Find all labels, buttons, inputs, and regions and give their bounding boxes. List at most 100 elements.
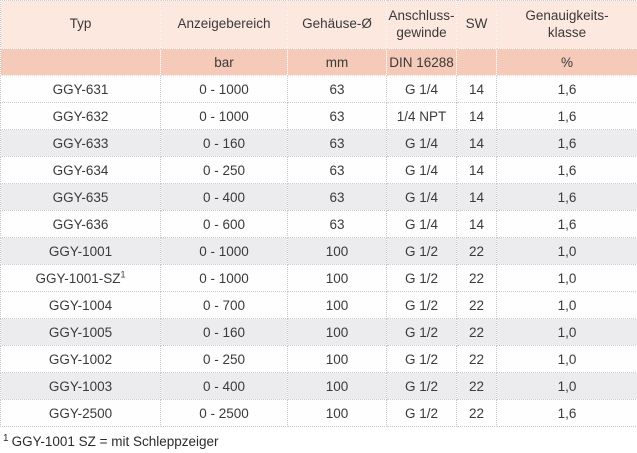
cell-anzeigebereich: 0 - 160 — [160, 318, 288, 346]
cell-sw: 14 — [456, 129, 497, 157]
cell-klasse: 1,0 — [496, 372, 637, 400]
cell-typ: GGY-1002 — [0, 345, 161, 373]
cell-gewinde: G 1/2 — [386, 372, 457, 400]
cell-gewinde: 1/4 NPT — [386, 102, 457, 130]
cell-sw: 14 — [456, 210, 497, 238]
cell-anzeigebereich: 0 - 400 — [160, 372, 288, 400]
cell-gehaeuse: 63 — [287, 156, 387, 184]
cell-anzeigebereich: 0 - 1000 — [160, 264, 288, 292]
cell-klasse: 1,0 — [496, 291, 637, 319]
cell-typ: GGY-1004 — [0, 291, 161, 319]
cell-klasse: 1,0 — [496, 318, 637, 346]
cell-sw: 22 — [456, 291, 497, 319]
cell-gehaeuse: 100 — [287, 264, 387, 292]
footnote-reference: 1 — [120, 269, 126, 279]
cell-gewinde: G 1/2 — [386, 345, 457, 373]
cell-gewinde: G 1/4 — [386, 210, 457, 238]
table-row: GGY-632 0 - 1000 63 1/4 NPT 14 1,6 — [0, 102, 637, 130]
cell-gehaeuse: 100 — [287, 237, 387, 265]
table-row: GGY-1001 0 - 1000 100 G 1/2 22 1,0 — [0, 237, 637, 265]
cell-sw: 22 — [456, 264, 497, 292]
cell-typ: GGY-2500 — [0, 399, 161, 427]
table-row: GGY-1001-SZ1 0 - 1000 100 G 1/2 22 1,0 — [0, 264, 637, 292]
header-cell-gehaeuse: Gehäuse-Ø — [287, 0, 387, 49]
cell-gehaeuse: 63 — [287, 102, 387, 130]
cell-anzeigebereich: 0 - 400 — [160, 183, 288, 211]
cell-anzeigebereich: 0 - 1000 — [160, 75, 288, 103]
header-cell-anzeigebereich: Anzeigebereich — [160, 0, 288, 49]
footnote: 1 GGY-1001 SZ = mit Schleppzeiger — [0, 427, 637, 449]
cell-klasse: 1,0 — [496, 264, 637, 292]
cell-anzeigebereich: 0 - 700 — [160, 291, 288, 319]
cell-sw: 14 — [456, 183, 497, 211]
cell-gewinde: G 1/4 — [386, 156, 457, 184]
cell-sw: 22 — [456, 237, 497, 265]
table-row: GGY-633 0 - 160 63 G 1/4 14 1,6 — [0, 129, 637, 157]
cell-gehaeuse: 63 — [287, 75, 387, 103]
cell-typ: GGY-1001 — [0, 237, 161, 265]
footnote-marker: 1 — [3, 432, 9, 444]
unit-cell-gewinde: DIN 16288 — [386, 48, 457, 76]
cell-anzeigebereich: 0 - 250 — [160, 156, 288, 184]
cell-sw: 22 — [456, 372, 497, 400]
cell-klasse: 1,6 — [496, 75, 637, 103]
cell-sw: 22 — [456, 399, 497, 427]
spec-table: Typ Anzeigebereich Gehäuse-Ø Anschluss- gew… — [0, 0, 637, 427]
table-row: GGY-1003 0 - 400 100 G 1/2 22 1,0 — [0, 372, 637, 400]
cell-sw: 22 — [456, 345, 497, 373]
table-row: GGY-634 0 - 250 63 G 1/4 14 1,6 — [0, 156, 637, 184]
header-cell-sw: SW — [456, 0, 497, 49]
cell-gewinde: G 1/2 — [386, 237, 457, 265]
cell-klasse: 1,6 — [496, 129, 637, 157]
cell-gewinde: G 1/4 — [386, 75, 457, 103]
cell-gehaeuse: 100 — [287, 345, 387, 373]
cell-anzeigebereich: 0 - 250 — [160, 345, 288, 373]
cell-gewinde: G 1/2 — [386, 399, 457, 427]
cell-typ: GGY-1001-SZ1 — [0, 264, 161, 292]
cell-gehaeuse: 100 — [287, 291, 387, 319]
table-row: GGY-635 0 - 400 63 G 1/4 14 1,6 — [0, 183, 637, 211]
cell-gewinde: G 1/2 — [386, 291, 457, 319]
cell-sw: 22 — [456, 318, 497, 346]
cell-gewinde: G 1/4 — [386, 129, 457, 157]
header-cell-klasse: Genauigkeits- klasse — [496, 0, 637, 49]
cell-klasse: 1,6 — [496, 156, 637, 184]
table-row: GGY-636 0 - 600 63 G 1/4 14 1,6 — [0, 210, 637, 238]
unit-cell-sw — [456, 48, 497, 76]
cell-typ: GGY-635 — [0, 183, 161, 211]
unit-cell-anzeigebereich: bar — [160, 48, 288, 76]
cell-klasse: 1,6 — [496, 183, 637, 211]
cell-gehaeuse: 100 — [287, 372, 387, 400]
unit-cell-typ — [0, 48, 161, 76]
cell-typ: GGY-1005 — [0, 318, 161, 346]
table-row: GGY-2500 0 - 2500 100 G 1/2 22 1,6 — [0, 399, 637, 427]
cell-anzeigebereich: 0 - 2500 — [160, 399, 288, 427]
cell-anzeigebereich: 0 - 1000 — [160, 237, 288, 265]
cell-gewinde: G 1/2 — [386, 264, 457, 292]
table-row: GGY-631 0 - 1000 63 G 1/4 14 1,6 — [0, 75, 637, 103]
cell-gehaeuse: 100 — [287, 399, 387, 427]
cell-typ: GGY-636 — [0, 210, 161, 238]
table-row: GGY-1002 0 - 250 100 G 1/2 22 1,0 — [0, 345, 637, 373]
footnote-text: GGY-1001 SZ = mit Schleppzeiger — [11, 434, 219, 449]
cell-gewinde: G 1/2 — [386, 318, 457, 346]
cell-gewinde: G 1/4 — [386, 183, 457, 211]
table-row: GGY-1004 0 - 700 100 G 1/2 22 1,0 — [0, 291, 637, 319]
header-cell-gewinde: Anschluss- gewinde — [386, 0, 457, 49]
table-row: GGY-1005 0 - 160 100 G 1/2 22 1,0 — [0, 318, 637, 346]
spec-table-body: GGY-631 0 - 1000 63 G 1/4 14 1,6 GGY-632 0 - 10… — [0, 75, 637, 427]
cell-klasse: 1,0 — [496, 345, 637, 373]
cell-sw: 14 — [456, 156, 497, 184]
cell-klasse: 1,6 — [496, 102, 637, 130]
cell-typ: GGY-634 — [0, 156, 161, 184]
cell-klasse: 1,0 — [496, 237, 637, 265]
header-cell-typ: Typ — [0, 0, 161, 49]
cell-sw: 14 — [456, 75, 497, 103]
cell-gehaeuse: 63 — [287, 183, 387, 211]
cell-sw: 14 — [456, 102, 497, 130]
cell-gehaeuse: 63 — [287, 129, 387, 157]
cell-gehaeuse: 100 — [287, 318, 387, 346]
cell-gehaeuse: 63 — [287, 210, 387, 238]
spec-table-header: Typ Anzeigebereich Gehäuse-Ø Anschluss- gew… — [0, 0, 637, 76]
